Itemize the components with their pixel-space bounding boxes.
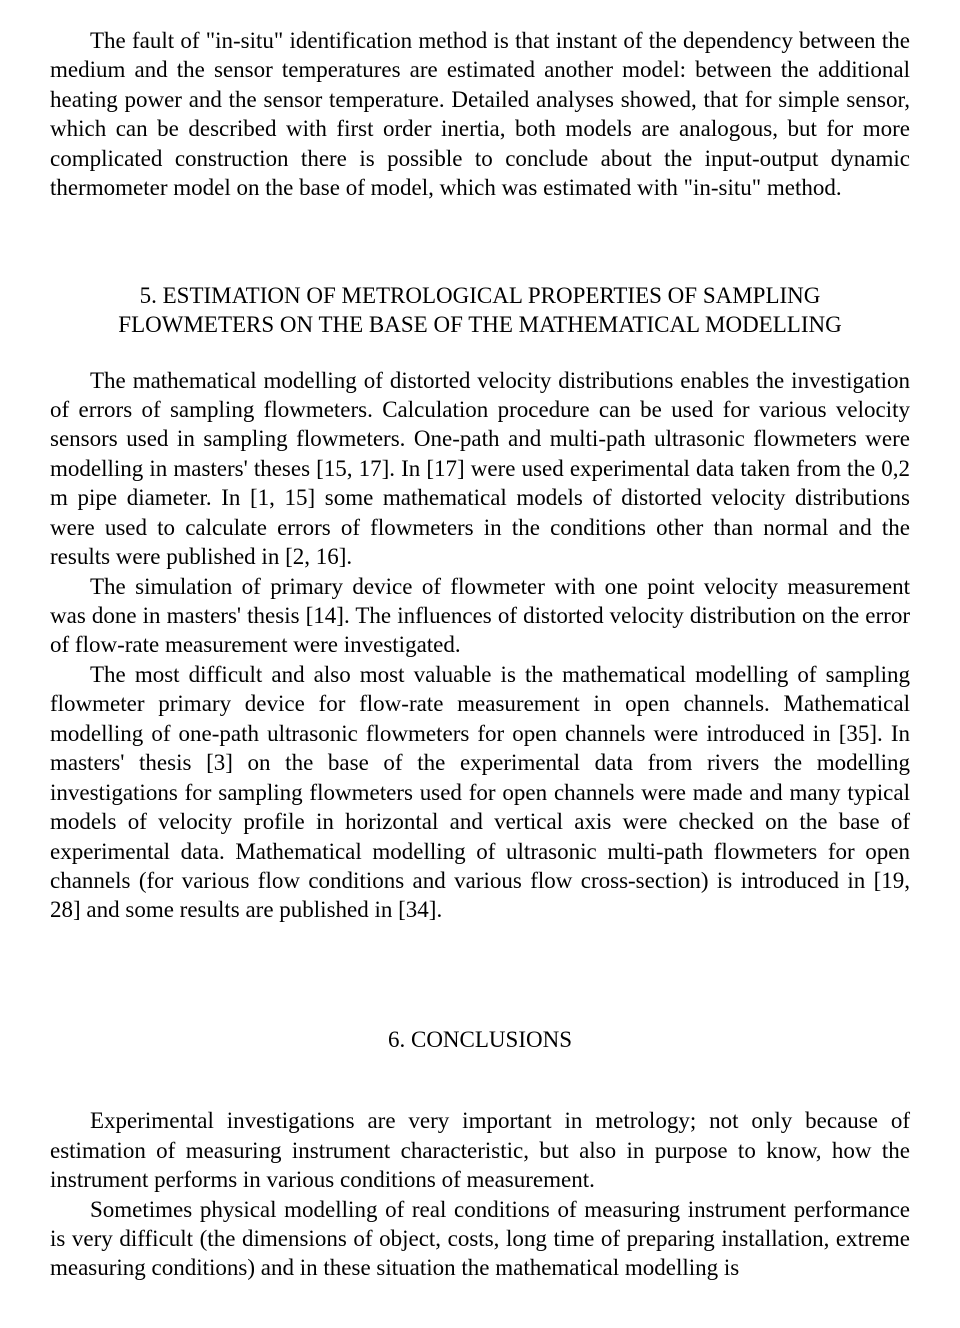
section-5-paragraph-2: The simulation of primary device of flow… [50, 572, 910, 660]
section-6-paragraph-2: Sometimes physical modelling of real con… [50, 1195, 910, 1283]
section-5-paragraph-1: The mathematical modelling of distorted … [50, 366, 910, 572]
document-page: The fault of "in-situ" identification me… [0, 0, 960, 1328]
section-5-heading-line2: FLOWMETERS ON THE BASE OF THE MATHEMATIC… [50, 310, 910, 339]
body-paragraph: The fault of "in-situ" identification me… [50, 26, 910, 203]
section-6-paragraph-1: Experimental investigations are very imp… [50, 1106, 910, 1194]
section-5-paragraph-3: The most difficult and also most valuabl… [50, 660, 910, 925]
section-6-heading: 6. CONCLUSIONS [50, 1025, 910, 1054]
section-5-heading-line1: 5. ESTIMATION OF METROLOGICAL PROPERTIES… [50, 281, 910, 310]
